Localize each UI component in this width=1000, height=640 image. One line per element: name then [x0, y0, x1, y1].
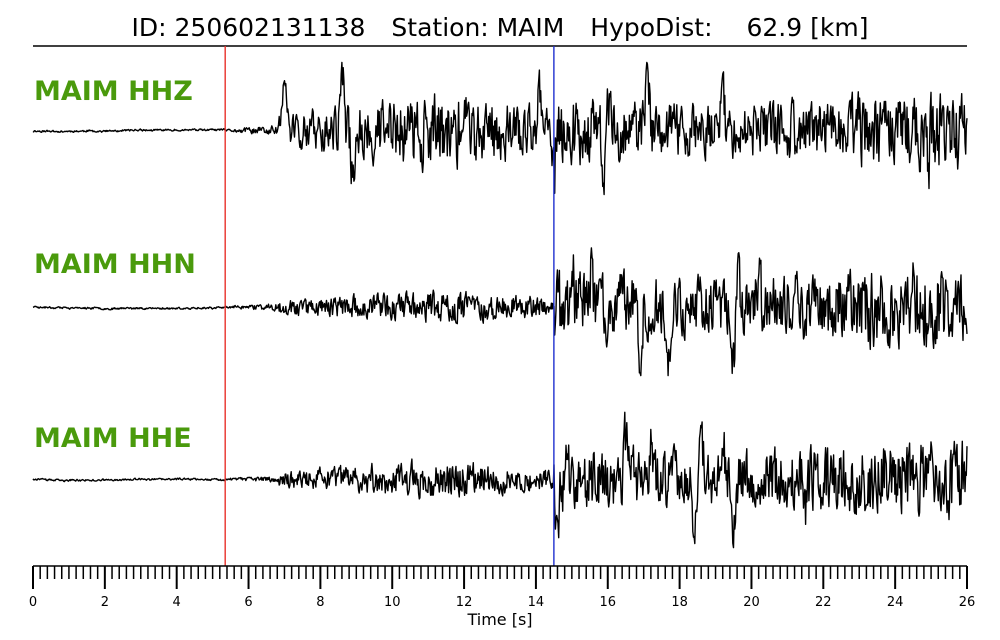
x-tick-label: 0 — [29, 595, 37, 610]
x-tick-label: 6 — [244, 595, 252, 610]
x-tick-label: 24 — [887, 595, 904, 610]
trace-label-hhz: MAIM HHZ — [34, 76, 193, 107]
trace-label-hhe: MAIM HHE — [34, 423, 192, 454]
time-axis: 0 2 4 6 8 10 12 14 16 18 20 22 24 26 — [29, 565, 976, 610]
x-tick-label: 26 — [959, 595, 976, 610]
x-axis-label: Time [s] — [466, 610, 532, 629]
x-tick-label: 22 — [815, 595, 832, 610]
x-tick-label: 16 — [599, 595, 616, 610]
x-tick-label: 14 — [528, 595, 545, 610]
x-tick-label: 10 — [384, 595, 401, 610]
trace-hhe — [32, 411, 968, 549]
trace-hhn — [32, 247, 968, 377]
x-tick-label: 2 — [101, 595, 109, 610]
trace-label-hhn: MAIM HHN — [34, 249, 196, 280]
station-name: Station: MAIM — [391, 13, 564, 42]
trace-hhz — [32, 61, 968, 196]
x-tick-label: 20 — [743, 595, 760, 610]
event-id: ID: 250602131138 — [132, 13, 366, 42]
picks-group — [224, 46, 555, 566]
hypodist-value: 62.9 [km] — [747, 13, 869, 42]
x-tick-label: 12 — [456, 595, 473, 610]
trace-labels-group: MAIM HHZ MAIM HHN MAIM HHE — [34, 76, 196, 454]
chart-title: ID: 250602131138 Station: MAIM HypoDist: 62… — [132, 13, 869, 42]
x-tick-label: 18 — [671, 595, 688, 610]
traces-group — [32, 61, 968, 549]
hypodist-label: HypoDist: — [590, 13, 712, 42]
x-tick-label: 8 — [316, 595, 324, 610]
x-tick-label: 4 — [173, 595, 181, 610]
